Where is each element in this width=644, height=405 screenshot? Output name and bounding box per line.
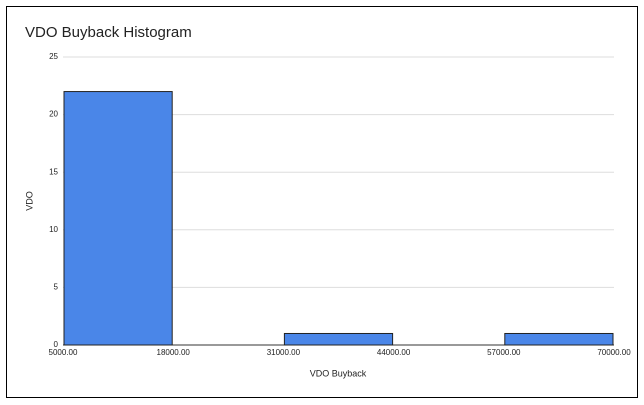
- y-tick-label: 20: [49, 110, 58, 119]
- bar: [283, 332, 394, 346]
- y-tick-label: 0: [54, 340, 59, 349]
- bar: [63, 91, 173, 346]
- x-tick-label: 18000.00: [157, 348, 191, 357]
- x-tick-label: 31000.00: [267, 348, 301, 357]
- bar: [504, 332, 614, 346]
- x-tick-label: 70000.00: [597, 348, 631, 357]
- y-axis-label: VDO: [24, 191, 34, 211]
- y-tick-label: 10: [49, 225, 58, 234]
- x-tick-label: 57000.00: [487, 348, 521, 357]
- chart-title: VDO Buyback Histogram: [25, 24, 192, 41]
- y-tick-label: 15: [49, 167, 58, 176]
- x-axis-label: VDO Buyback: [310, 368, 367, 378]
- y-tick-label: 25: [49, 52, 58, 61]
- x-tick-label: 5000.00: [49, 348, 78, 357]
- y-tick-label: 5: [54, 283, 59, 292]
- x-tick-label: 44000.00: [377, 348, 411, 357]
